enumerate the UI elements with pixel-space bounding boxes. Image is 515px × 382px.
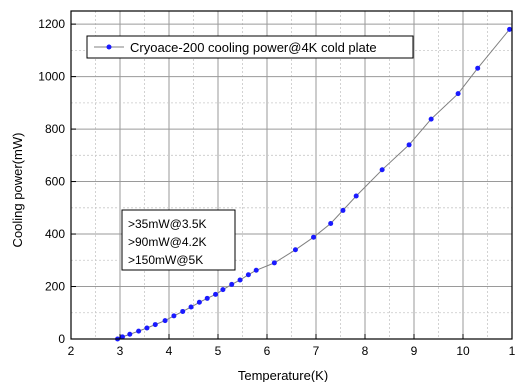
- y-tick-label: 200: [45, 280, 65, 294]
- data-point: [253, 267, 259, 273]
- x-tick-label: 3: [117, 344, 124, 358]
- annotation-frame: [121, 209, 236, 271]
- x-tick-label: 5: [215, 344, 222, 358]
- series-curve: [117, 29, 510, 340]
- y-axis-title: Cooling power(mW): [10, 133, 25, 248]
- plot-frame: [70, 10, 513, 340]
- annotation-line-1: >35mW@3.5K: [128, 217, 207, 231]
- data-point: [406, 142, 412, 148]
- annotation-line-2: >90mW@4.2K: [128, 235, 207, 249]
- data-point: [455, 91, 461, 97]
- data-point: [328, 221, 334, 227]
- y-tick-label: 400: [45, 227, 65, 241]
- grid-lines: [70, 11, 513, 340]
- data-point: [353, 193, 359, 199]
- x-tick-label: 2: [68, 344, 75, 358]
- data-point: [311, 234, 317, 240]
- x-tick-label: 10: [456, 344, 470, 358]
- data-point: [188, 304, 194, 310]
- y-tick-label: 0: [58, 332, 65, 346]
- data-point: [475, 65, 481, 71]
- y-tick-label: 1200: [38, 17, 65, 31]
- y-tick-labels: 0 200 400 600 800 1000 1200: [38, 17, 65, 346]
- y-tick-label: 1000: [38, 70, 65, 84]
- data-point: [379, 167, 385, 173]
- x-axis-title: Temperature(K): [238, 368, 328, 382]
- x-tick-labels: 2 3 4 5 6 7 8 9 10 1: [68, 344, 515, 358]
- data-point: [213, 291, 219, 297]
- data-point: [196, 299, 202, 305]
- data-point: [127, 331, 133, 337]
- x-tick-label: 7: [313, 344, 320, 358]
- series-markers: [115, 26, 513, 342]
- legend-marker-sample: [106, 44, 112, 50]
- legend-label: Cryoace-200 cooling power@4K cold plate: [130, 40, 377, 55]
- data-point: [340, 207, 346, 213]
- data-point: [204, 295, 210, 301]
- data-point: [428, 116, 434, 122]
- x-tick-label: 9: [411, 344, 418, 358]
- data-point: [271, 260, 277, 266]
- data-point: [152, 322, 158, 328]
- legend-box: [86, 35, 414, 59]
- y-tick-label: 600: [45, 175, 65, 189]
- x-tick-label: 8: [362, 344, 369, 358]
- data-point: [180, 308, 186, 314]
- data-point: [507, 26, 513, 32]
- data-point: [119, 334, 125, 340]
- data-point: [245, 272, 251, 278]
- data-point: [162, 318, 168, 324]
- x-tick-label: 6: [264, 344, 271, 358]
- data-point: [237, 277, 243, 283]
- x-tick-label: 1: [509, 344, 515, 358]
- data-point: [144, 325, 150, 331]
- data-point: [220, 287, 226, 293]
- data-point: [229, 281, 235, 287]
- x-tick-label: 4: [166, 344, 173, 358]
- annotation-box: >35mW@3.5K >90mW@4.2K >150mW@5K: [121, 209, 236, 271]
- data-point: [136, 328, 142, 334]
- y-tick-label: 800: [45, 122, 65, 136]
- annotation-line-3: >150mW@5K: [128, 253, 203, 267]
- data-point: [171, 313, 177, 319]
- legend: Cryoace-200 cooling power@4K cold plate: [86, 35, 414, 59]
- data-point: [292, 247, 298, 253]
- axis-ticks: [70, 23, 513, 340]
